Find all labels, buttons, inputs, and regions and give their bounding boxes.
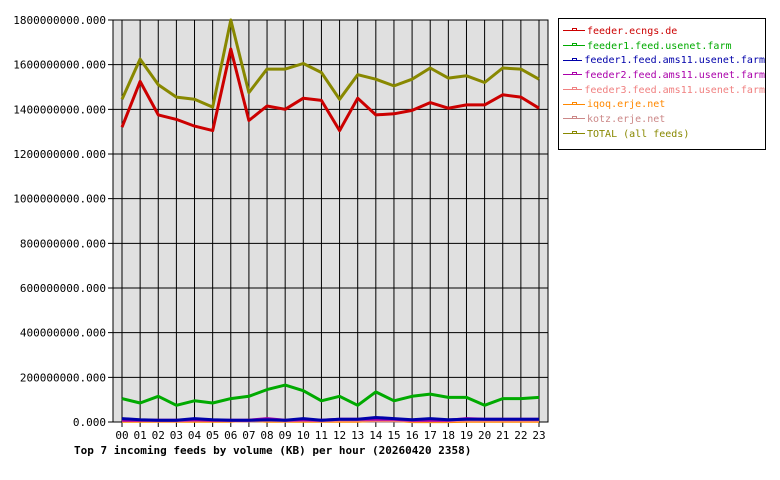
legend-label: TOTAL (all feeds) bbox=[587, 128, 690, 140]
legend-label: feeder1.feed.ams11.usenet.farm bbox=[584, 55, 765, 67]
x-tick-label: 14 bbox=[369, 429, 383, 442]
x-tick-label: 21 bbox=[496, 429, 509, 442]
legend-label: feeder3.feed.ams11.usenet.farm bbox=[584, 84, 765, 96]
x-tick-label: 15 bbox=[387, 429, 400, 442]
y-tick-label: 800000000.000 bbox=[20, 237, 106, 250]
line-marker-icon bbox=[563, 26, 585, 36]
series-line bbox=[120, 47, 540, 133]
x-tick-label: 01 bbox=[134, 429, 147, 442]
x-tick-label: 11 bbox=[315, 429, 328, 442]
legend-item: feeder1.feed.usenet.farm bbox=[559, 39, 765, 54]
y-tick-label: 1200000000.000 bbox=[13, 148, 106, 161]
legend-label: iqoq.erje.net bbox=[587, 99, 666, 111]
x-tick-label: 20 bbox=[478, 429, 491, 442]
legend-label: feeder2.feed.ams11.usenet.farm bbox=[584, 69, 765, 81]
line-marker-icon bbox=[563, 100, 585, 110]
x-tick-label: 16 bbox=[405, 429, 418, 442]
x-tick-label: 04 bbox=[188, 429, 202, 442]
line-marker-icon bbox=[563, 70, 583, 80]
x-tick-label: 23 bbox=[532, 429, 545, 442]
legend-label: kotz.erje.net bbox=[587, 113, 666, 125]
y-tick-label: 400000000.000 bbox=[20, 327, 106, 340]
line-marker-icon bbox=[563, 85, 583, 95]
series-line bbox=[121, 383, 540, 407]
y-tick-label: 1000000000.000 bbox=[13, 193, 106, 206]
x-tick-label: 19 bbox=[460, 429, 473, 442]
y-axis: 0.000 200000000.000 400000000.000 600000000… bbox=[13, 14, 106, 429]
x-tick-label: 05 bbox=[206, 429, 219, 442]
chart-caption: Top 7 incoming feeds by volume (KB) per … bbox=[74, 444, 472, 457]
legend-item: feeder2.feed.ams11.usenet.farm bbox=[559, 68, 765, 83]
y-tick-label: 200000000.000 bbox=[20, 371, 106, 384]
series-line bbox=[121, 416, 539, 422]
x-axis: 00 01 02 03 04 05 06 07 08 09 10 11 12 13 14 15 16 17 18 19… bbox=[115, 429, 545, 442]
x-tick-label: 12 bbox=[333, 429, 346, 442]
legend-item: feeder.ecngs.de bbox=[559, 24, 765, 39]
line-marker-icon bbox=[563, 56, 583, 66]
x-tick-label: 09 bbox=[279, 429, 292, 442]
legend-label: feeder.ecngs.de bbox=[587, 25, 678, 37]
x-tick-label: 00 bbox=[115, 429, 128, 442]
legend-item: feeder3.feed.ams11.usenet.farm bbox=[559, 83, 765, 98]
x-tick-label: 13 bbox=[351, 429, 364, 442]
line-marker-icon bbox=[563, 114, 585, 124]
x-tick-label: 17 bbox=[424, 429, 437, 442]
y-tick-label: 1600000000.000 bbox=[13, 59, 106, 72]
line-marker-icon bbox=[563, 129, 585, 139]
legend-item: TOTAL (all feeds) bbox=[559, 127, 765, 142]
y-tick-label: 0.000 bbox=[73, 416, 106, 429]
y-tick-label: 1400000000.000 bbox=[13, 103, 106, 116]
x-tick-label: 18 bbox=[442, 429, 455, 442]
legend-item: feeder1.feed.ams11.usenet.farm bbox=[559, 53, 765, 68]
x-tick-label: 08 bbox=[260, 429, 273, 442]
y-tick-label: 600000000.000 bbox=[20, 282, 106, 295]
x-tick-label: 10 bbox=[297, 429, 310, 442]
series-lines bbox=[120, 18, 540, 424]
x-tick-label: 22 bbox=[514, 429, 527, 442]
y-tick-label: 1800000000.000 bbox=[13, 14, 106, 27]
x-tick-label: 03 bbox=[170, 429, 183, 442]
series-line bbox=[120, 18, 540, 109]
legend-label: feeder1.feed.usenet.farm bbox=[587, 40, 732, 52]
legend-item: kotz.erje.net bbox=[559, 112, 765, 127]
x-tick-label: 06 bbox=[224, 429, 237, 442]
legend: feeder.ecngs.de feeder1.feed.usenet.farm… bbox=[558, 18, 766, 150]
legend-item: iqoq.erje.net bbox=[559, 97, 765, 112]
x-tick-label: 02 bbox=[152, 429, 165, 442]
x-tick-label: 07 bbox=[242, 429, 255, 442]
line-marker-icon bbox=[563, 41, 585, 51]
